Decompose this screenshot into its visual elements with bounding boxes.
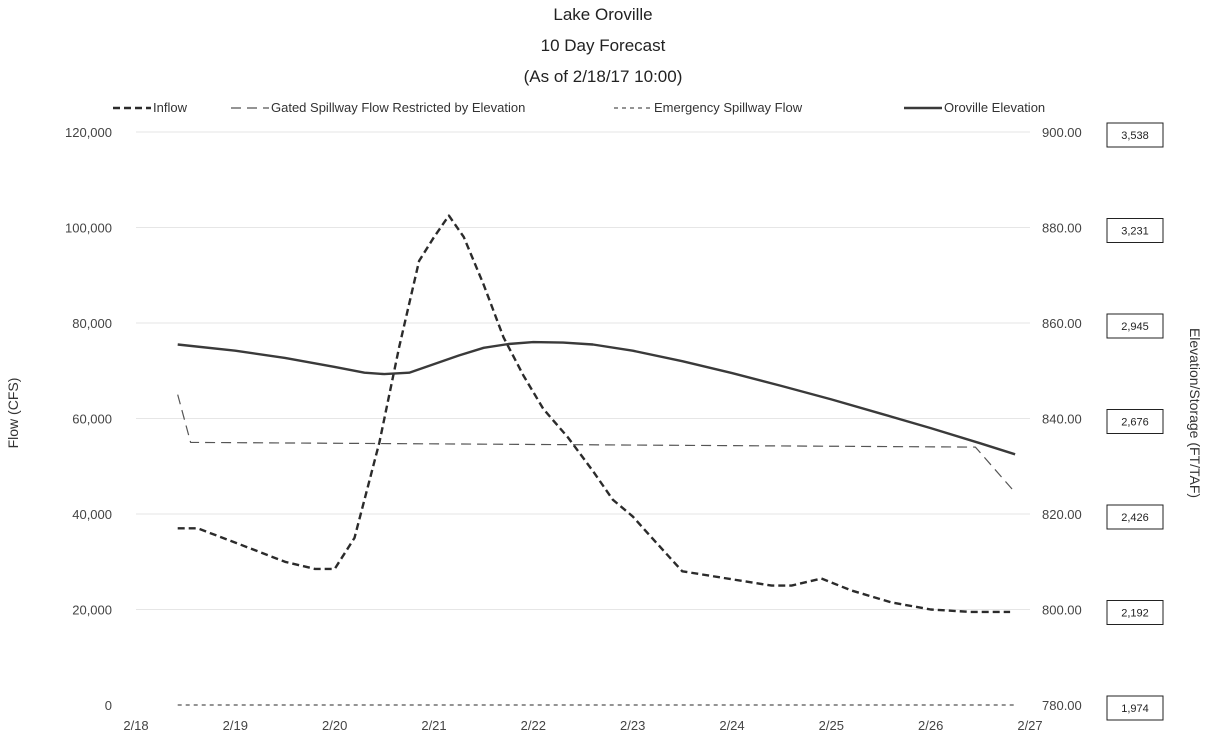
legend-item: Emergency Spillway Flow (614, 100, 803, 115)
x-tick-label: 2/27 (1017, 718, 1042, 733)
storage-label-box (1106, 504, 1164, 530)
storage-label: 2,945 (1106, 313, 1164, 339)
chart-title: Lake Oroville 10 Day Forecast (As of 2/1… (524, 5, 683, 86)
storage-label: 1,974 (1106, 695, 1164, 721)
legend-label: Inflow (153, 100, 188, 115)
y-tick-label: 20,000 (72, 603, 112, 618)
x-tick-label: 2/26 (918, 718, 943, 733)
chart-title-line-1: Lake Oroville (553, 5, 652, 24)
x-tick-label: 2/25 (819, 718, 844, 733)
x-tick-label: 2/22 (521, 718, 546, 733)
y2-tick-label: 880.00 (1042, 221, 1082, 236)
y-tick-label: 0 (105, 698, 112, 713)
y2-tick-label: 820.00 (1042, 507, 1082, 522)
x-tick-label: 2/23 (620, 718, 645, 733)
chart-title-line-3: (As of 2/18/17 10:00) (524, 67, 683, 86)
storage-label-text: 2,945 (1121, 321, 1149, 333)
legend-item: Oroville Elevation (904, 100, 1045, 115)
x-tick-label: 2/18 (123, 718, 148, 733)
legend-label: Oroville Elevation (944, 100, 1045, 115)
legend-label: Gated Spillway Flow Restricted by Elevat… (271, 100, 525, 115)
y-axis-label: Flow (CFS) (5, 378, 21, 449)
y-tick-label: 100,000 (65, 221, 112, 236)
storage-label: 2,676 (1106, 409, 1164, 434)
inflow-line (177, 214, 1011, 614)
storage-label: 3,538 (1106, 122, 1164, 148)
x-tick-label: 2/21 (421, 718, 446, 733)
y2-axis-label: Elevation/Storage (FT/TAF) (1187, 328, 1203, 498)
series-lines (177, 214, 1016, 706)
storage-label-text: 3,231 (1121, 226, 1149, 238)
y-tick-label: 60,000 (72, 412, 112, 427)
y-tick-label: 80,000 (72, 316, 112, 331)
storage-label-text: 3,538 (1121, 130, 1149, 142)
x-axis-ticks: 2/18 2/19 2/20 2/21 2/22 2/23 2/24 2/25 2/26 2/27 (123, 718, 1042, 733)
chart-title-line-2: 10 Day Forecast (541, 36, 666, 55)
y2-tick-label: 900.00 (1042, 125, 1082, 140)
storage-label-text: 2,426 (1121, 512, 1149, 524)
storage-label-box (1106, 313, 1164, 339)
y2-tick-label: 840.00 (1042, 412, 1082, 427)
storage-label-box (1106, 695, 1164, 721)
x-tick-label: 2/20 (322, 718, 347, 733)
storage-label-box (1106, 409, 1164, 434)
legend-item: Inflow (113, 100, 188, 115)
storage-label-box (1106, 122, 1164, 148)
right-axis-ticks: 780.00 800.00 820.00 840.00 860.00 880.00 900.… (1042, 125, 1082, 713)
left-axis-ticks: 0 20,000 40,000 60,000 80,000 100,000 120,000 (65, 125, 112, 713)
storage-label-box (1106, 218, 1164, 243)
x-tick-label: 2/19 (223, 718, 248, 733)
y2-tick-label: 860.00 (1042, 316, 1082, 331)
y2-tick-label: 780.00 (1042, 698, 1082, 713)
storage-label-text: 2,676 (1121, 417, 1149, 429)
storage-labels: 1,974 2,192 2,426 2,676 2,945 3,231 3,538 (1106, 122, 1164, 721)
y-tick-label: 120,000 (65, 125, 112, 140)
y2-tick-label: 800.00 (1042, 603, 1082, 618)
storage-label-text: 1,974 (1121, 703, 1149, 715)
y-tick-label: 40,000 (72, 507, 112, 522)
storage-label: 2,192 (1106, 600, 1164, 625)
storage-label: 2,426 (1106, 504, 1164, 530)
x-tick-label: 2/24 (719, 718, 744, 733)
oroville-elevation-line (177, 340, 1016, 456)
storage-label: 3,231 (1106, 218, 1164, 243)
legend-item: Gated Spillway Flow Restricted by Elevat… (231, 100, 525, 115)
gated-spillway-flow-restricted-by-elevation-line (177, 394, 1016, 493)
storage-label-box (1106, 600, 1164, 625)
legend-label: Emergency Spillway Flow (654, 100, 803, 115)
storage-label-text: 2,192 (1121, 608, 1149, 620)
gridlines (136, 131, 1030, 610)
legend: Inflow Gated Spillway Flow Restricted by … (113, 100, 1045, 115)
